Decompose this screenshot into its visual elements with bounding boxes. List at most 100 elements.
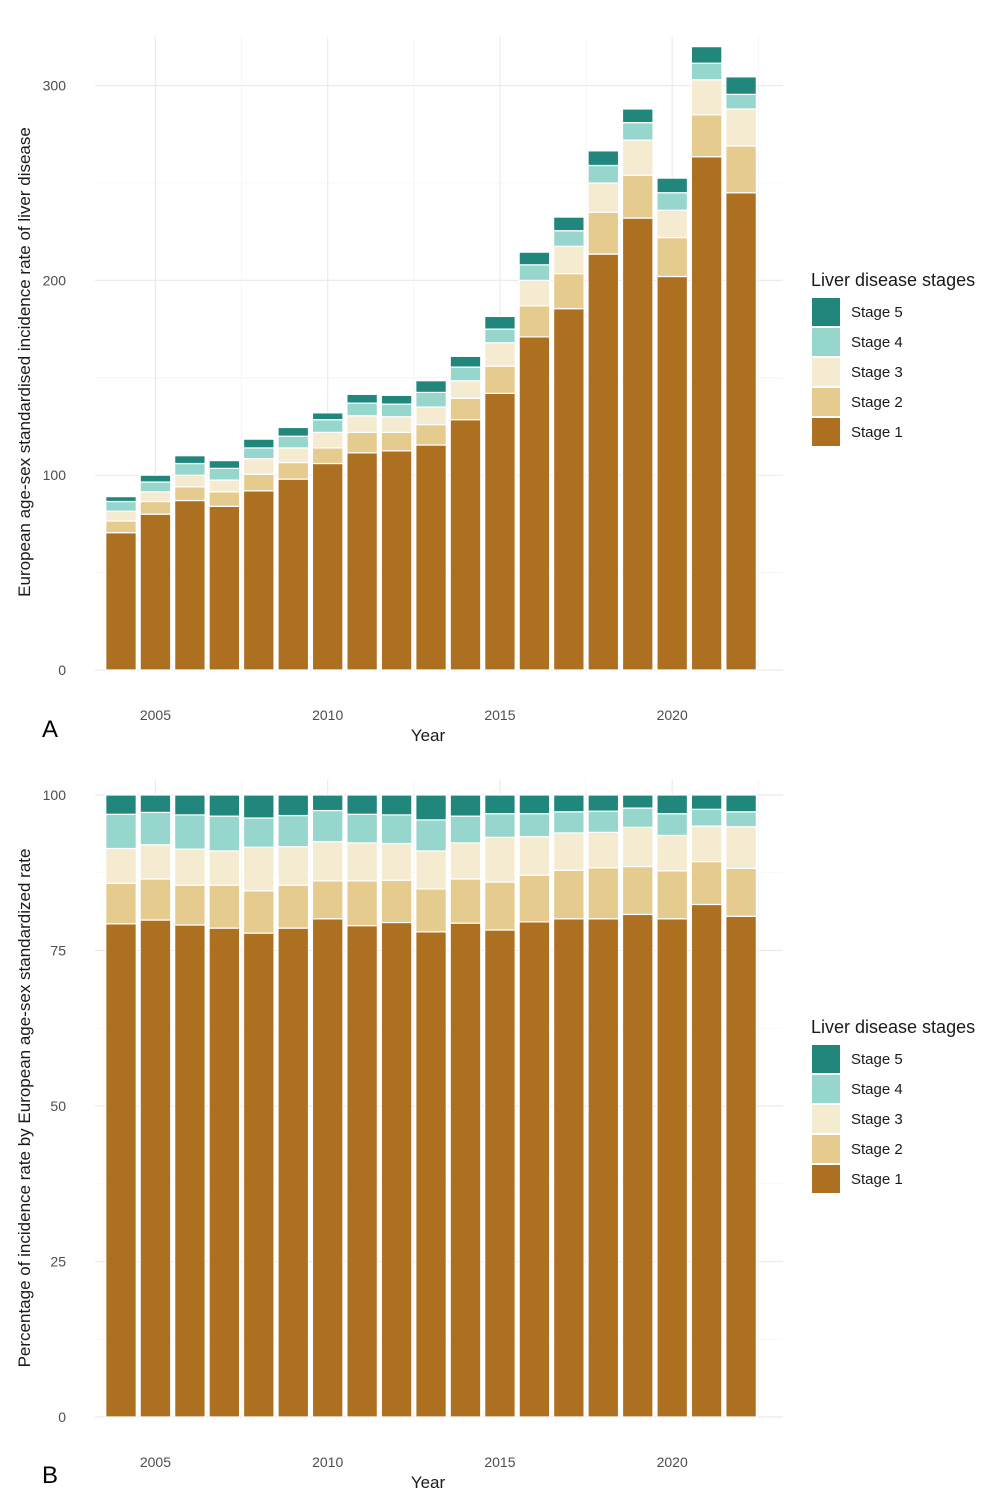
y-tick-label: 25 xyxy=(50,1254,66,1270)
legend-label-stage-2: Stage 2 xyxy=(851,394,903,411)
panel-b: 0 25 50 75 100 2005 2010 2015 2020 Year Percent… xyxy=(15,779,975,1492)
bar-segment-stage-3 xyxy=(656,209,689,239)
bar-segment-stage-1 xyxy=(587,253,620,671)
bar-segment-stage-2 xyxy=(105,882,137,925)
x-tick-label: 2020 xyxy=(657,707,688,723)
bar-segment-stage-3 xyxy=(311,431,344,449)
bar-segment-stage-4 xyxy=(449,815,482,844)
bar-segment-stage-3 xyxy=(725,826,757,869)
bar-segment-stage-2 xyxy=(174,884,206,926)
bar-segment-stage-2 xyxy=(208,491,241,507)
y-tick-label: 50 xyxy=(50,1098,66,1114)
bar-segment-stage-1 xyxy=(380,921,413,1418)
bar-segment-stage-5 xyxy=(587,150,620,167)
legend-swatch-stage-3 xyxy=(812,358,840,386)
bar-segment-stage-5 xyxy=(174,794,206,816)
legend-label-stage-4: Stage 4 xyxy=(851,1081,903,1098)
bar-segment-stage-1 xyxy=(105,923,137,1418)
bar-segment-stage-2 xyxy=(415,423,447,446)
legend-swatch-stage-4 xyxy=(812,328,840,356)
bar-segment-stage-2 xyxy=(690,860,723,906)
bar-segment-stage-4 xyxy=(415,819,447,852)
x-tick-label: 2015 xyxy=(484,1454,515,1470)
legend-label-stage-1: Stage 1 xyxy=(851,424,903,441)
bar-segment-stage-4 xyxy=(484,328,516,344)
bar-segment-stage-2 xyxy=(484,881,516,931)
bar-segment-stage-1 xyxy=(656,275,689,671)
bar-segment-stage-2 xyxy=(242,473,275,492)
bar-segment-stage-3 xyxy=(552,832,585,871)
bar-segment-stage-4 xyxy=(656,813,689,837)
bar-segment-stage-2 xyxy=(277,884,310,929)
bar-segment-stage-3 xyxy=(242,846,275,892)
bar-segment-stage-4 xyxy=(311,809,344,843)
bar-segment-stage-1 xyxy=(552,308,585,671)
bar-segment-stage-4 xyxy=(139,481,172,493)
bar-segment-stage-3 xyxy=(518,279,551,307)
bar-segment-stage-3 xyxy=(208,850,241,886)
bar-segment-stage-4 xyxy=(621,807,654,828)
bar-segment-stage-4 xyxy=(518,813,551,838)
bar-segment-stage-3 xyxy=(449,380,482,399)
bar-segment-stage-1 xyxy=(311,462,344,671)
bar-segment-stage-1 xyxy=(380,450,413,671)
panel-a-label: A xyxy=(42,716,58,743)
legend-swatch-stage-3 xyxy=(812,1105,840,1133)
bar-segment-stage-3 xyxy=(277,447,310,464)
bar-segment-stage-2 xyxy=(656,870,689,920)
bar-segment-stage-1 xyxy=(208,505,241,671)
x-tick-label: 2010 xyxy=(312,1454,343,1470)
bar-segment-stage-5 xyxy=(690,46,723,64)
bar-segment-stage-5 xyxy=(415,380,447,394)
bar-segment-stage-1 xyxy=(484,392,516,671)
legend-label-stage-4: Stage 4 xyxy=(851,334,903,351)
bar-segment-stage-4 xyxy=(242,447,275,460)
bar-segment-stage-3 xyxy=(518,836,551,876)
bar-segment-stage-4 xyxy=(311,419,344,433)
panel-a-y-axis-title: European age-sex standardised incidence … xyxy=(15,127,34,597)
bar-segment-stage-2 xyxy=(174,486,206,502)
bar-segment-stage-5 xyxy=(346,794,378,815)
panel-b-x-ticks: 2005 2010 2015 2020 xyxy=(140,1454,688,1470)
bar-segment-stage-2 xyxy=(484,365,516,394)
bar-segment-stage-3 xyxy=(277,846,310,886)
panel-b-legend: Liver disease stages Stage 5 Stage 4 Stage… xyxy=(811,1017,975,1193)
x-tick-label: 2005 xyxy=(140,1454,171,1470)
bar-segment-stage-1 xyxy=(346,925,378,1418)
bar-segment-stage-3 xyxy=(174,474,206,488)
bar-segment-stage-2 xyxy=(105,520,137,534)
bar-segment-stage-1 xyxy=(139,919,172,1418)
bar-segment-stage-5 xyxy=(311,412,344,421)
bar-segment-stage-2 xyxy=(725,145,757,194)
y-tick-label: 200 xyxy=(43,272,67,288)
panel-a-legend: Liver disease stages Stage 5 Stage 4 Stage… xyxy=(811,270,975,446)
panel-a-y-ticks: 0 100 200 300 xyxy=(43,78,67,678)
bar-segment-stage-4 xyxy=(139,811,172,846)
bar-segment-stage-1 xyxy=(449,922,482,1418)
bar-segment-stage-3 xyxy=(552,245,585,275)
bar-segment-stage-2 xyxy=(621,865,654,916)
bar-segment-stage-1 xyxy=(690,156,723,671)
bar-segment-stage-3 xyxy=(415,850,447,890)
bar-segment-stage-5 xyxy=(725,794,757,813)
legend-label-stage-1: Stage 1 xyxy=(851,1171,903,1188)
panel-b-label: B xyxy=(42,1462,58,1489)
bar-segment-stage-5 xyxy=(311,794,344,812)
panel-b-x-axis-title: Year xyxy=(411,1473,446,1492)
bar-segment-stage-5 xyxy=(242,794,275,819)
bar-segment-stage-4 xyxy=(346,813,378,844)
bar-segment-stage-4 xyxy=(380,814,413,845)
bar-segment-stage-5 xyxy=(346,393,378,404)
bar-segment-stage-5 xyxy=(380,394,413,405)
bar-segment-stage-4 xyxy=(587,164,620,184)
panel-b-y-ticks: 0 25 50 75 100 xyxy=(43,787,67,1425)
legend-label-stage-2: Stage 2 xyxy=(851,1141,903,1158)
bar-segment-stage-1 xyxy=(621,217,654,671)
bar-segment-stage-3 xyxy=(690,79,723,116)
bar-segment-stage-4 xyxy=(518,264,551,282)
bar-segment-stage-2 xyxy=(415,888,447,933)
bar-segment-stage-2 xyxy=(139,500,172,515)
bar-segment-stage-3 xyxy=(621,826,654,868)
bar-segment-stage-2 xyxy=(621,174,654,219)
